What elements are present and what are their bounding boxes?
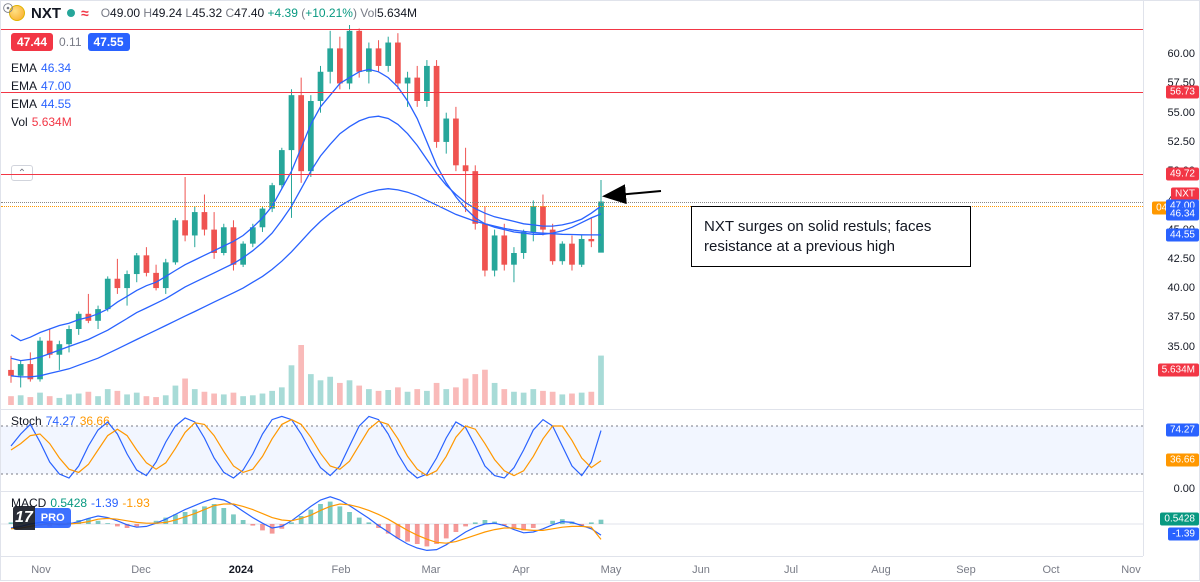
symbol-text[interactable]: NXT [31, 5, 61, 22]
stoch-panel[interactable]: Stoch 74.27 36.66 [1, 409, 1143, 489]
tradingview-watermark[interactable]: 17PRO [13, 506, 71, 530]
chart-header: NXT ≈ O49.00 H49.24 L45.32 C47.40 +4.39 … [1, 1, 1199, 25]
price-panel[interactable] [1, 25, 1143, 405]
time-axis[interactable]: NovDec2024FebMarAprMayJunJulAugSepOctNov [1, 556, 1143, 580]
market-status-dot [67, 9, 75, 17]
ohlc-readout: O49.00 H49.24 L45.32 C47.40 +4.39 (+10.2… [101, 6, 417, 20]
price-axis[interactable]: 35.0037.5040.0042.5045.0047.5050.0052.50… [1143, 1, 1199, 556]
annotation-box[interactable]: NXT surges on solid restuls; faces resis… [691, 206, 971, 267]
approx-icon: ≈ [81, 5, 89, 21]
macd-panel[interactable]: MACD 0.5428 -1.39 -1.93 [1, 491, 1143, 555]
snapshot-icon[interactable] [1, 1, 15, 15]
